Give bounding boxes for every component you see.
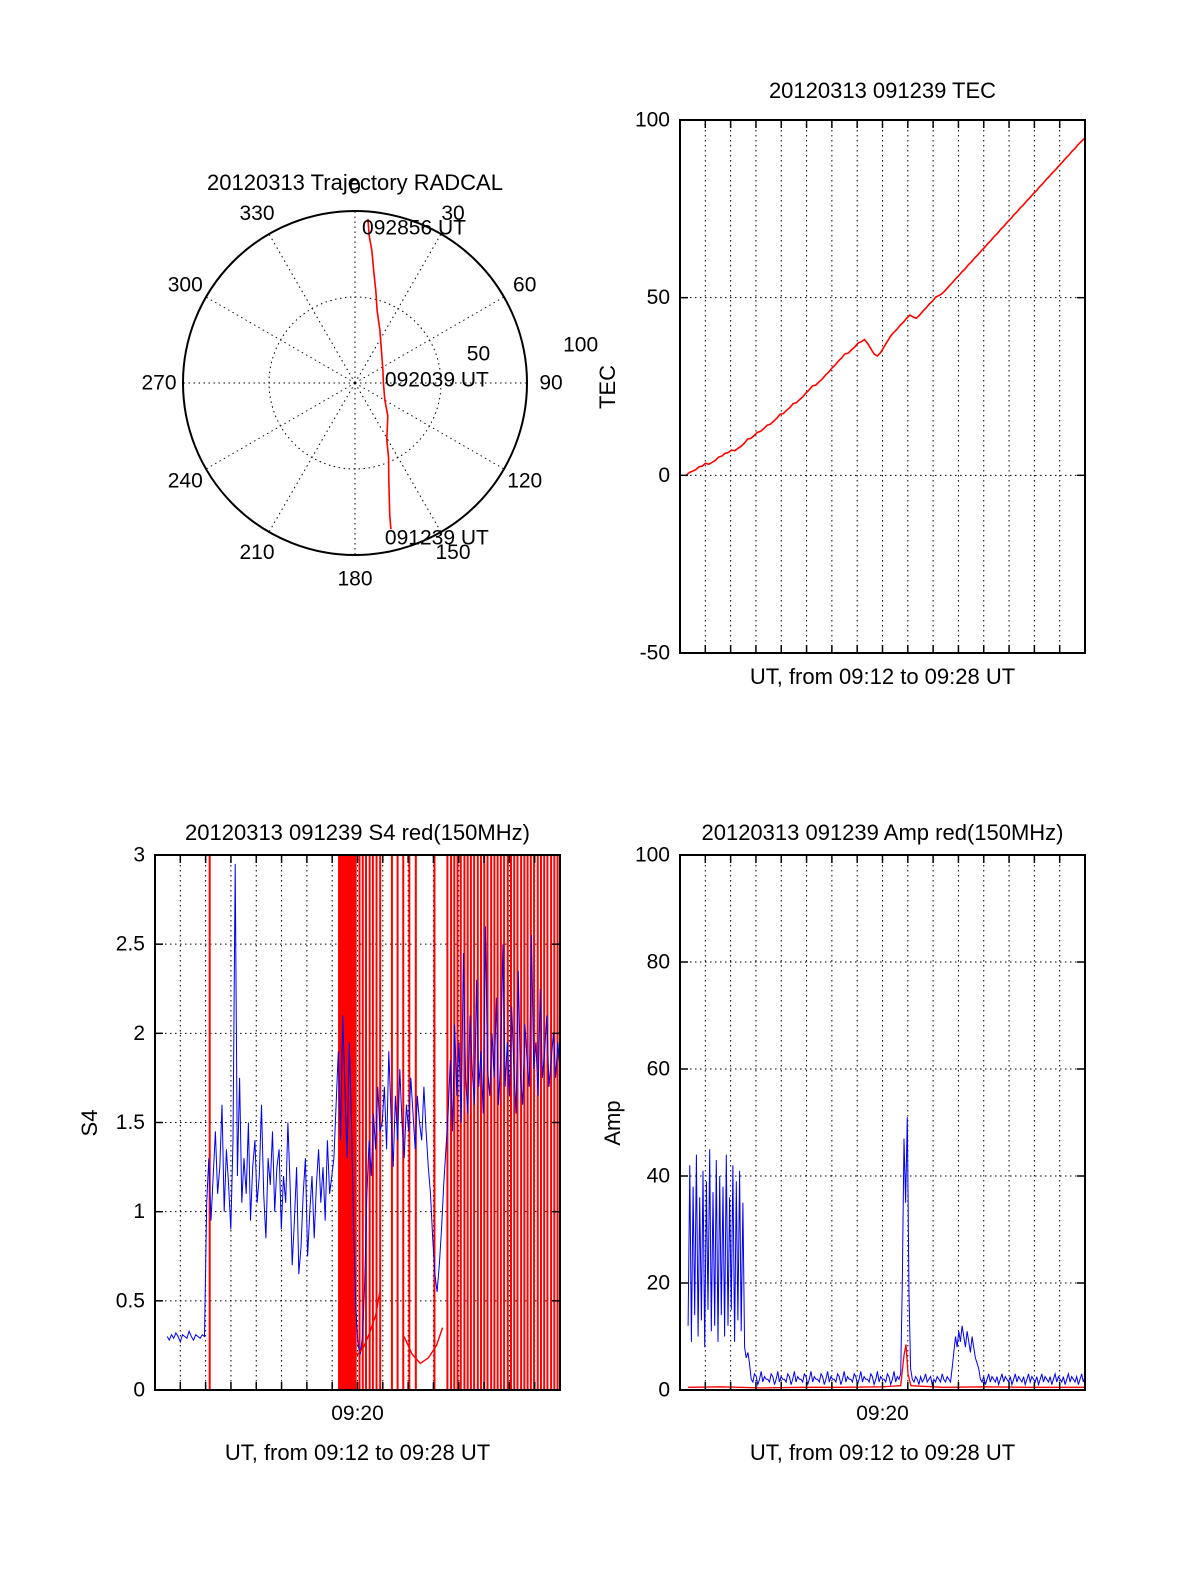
azimuth-tick-label: 180 (337, 568, 372, 591)
amp-x-axis-label: UT, from 09:12 to 09:28 UT (749, 1440, 1016, 1465)
s4-plot: 0 0.5 1 1.5 2 2.5 3 09:20 (116, 844, 561, 1425)
amp-series-amp-blue (687, 1117, 1085, 1387)
azimuth-tick-label: 300 (168, 274, 203, 297)
amp-plot: 0 20 40 60 80 100 09:20 (635, 844, 1086, 1425)
azimuth-tick-label: 150 (435, 541, 470, 564)
s4-ytick-label: 1 (133, 1200, 145, 1223)
azimuth-tick-label: 90 (539, 372, 562, 395)
amp-ytick-label: 20 (647, 1272, 670, 1295)
amp-ytick-label: 40 (647, 1165, 670, 1188)
trajectory-plot-area: 0 30 60 90 120 150 180 210 240 270 300 330 50 100 0928… (141, 176, 598, 591)
time-annotation: 092856 UT (362, 217, 466, 240)
tec-ytick-label: -50 (640, 642, 670, 665)
tec-x-axis-label: UT, from 09:12 to 09:28 UT (749, 664, 1016, 689)
polar-spoke (205, 382, 356, 470)
azimuth-tick-label: 120 (507, 470, 542, 493)
tec-ytick-label: 100 (635, 109, 670, 132)
s4-series-s4-blue (166, 863, 560, 1355)
amp-ytick-label: 80 (647, 951, 670, 974)
radial-tick-label: 50 (467, 342, 490, 365)
s4-x-axis-label: UT, from 09:12 to 09:28 UT (224, 1440, 491, 1465)
amp-xtick-label: 09:20 (856, 1402, 909, 1425)
amp-ytick-label: 100 (635, 844, 670, 867)
s4-ytick-label: 1.5 (116, 1111, 145, 1134)
azimuth-tick-label: 240 (168, 470, 203, 493)
azimuth-tick-label: 60 (513, 274, 536, 297)
azimuth-tick-label: 0 (349, 176, 361, 199)
s4-plot-area: 0 0.5 1 1.5 2 2.5 3 09:20 (116, 844, 561, 1425)
polar-spoke (268, 233, 356, 384)
azimuth-tick-label: 210 (239, 541, 274, 564)
polar-spoke (354, 296, 505, 384)
polar-spoke (268, 382, 356, 533)
s4-ytick-label: 0 (133, 1379, 145, 1402)
s4-series-s4-red-seg2 (403, 1327, 444, 1365)
tec-title: 20120313 091239 TEC (768, 78, 997, 103)
amp-plot-area: 0 20 40 60 80 100 09:20 (635, 844, 1086, 1425)
s4-series-s4-red-seg1 (338, 1291, 381, 1356)
tec-series-tec-red (685, 137, 1085, 476)
tec-plot-area: -50 0 50 100 (635, 109, 1086, 665)
s4-ytick-label: 2 (133, 1022, 145, 1045)
azimuth-tick-label: 270 (141, 372, 176, 395)
s4-xtick-label: 09:20 (331, 1402, 384, 1425)
s4-ytick-label: 3 (133, 844, 145, 867)
polar-spoke (205, 296, 356, 384)
amp-title: 20120313 091239 Amp red(150MHz) (701, 820, 1064, 845)
polar-spoke (354, 233, 442, 384)
tec-plot: -50 0 50 100 (635, 109, 1086, 665)
time-annotation: 092039 UT (385, 369, 489, 392)
s4-ytick-label: 2.5 (116, 933, 145, 956)
time-annotation: 091239 UT (385, 526, 489, 549)
trajectory-polar-plot: 0 30 60 90 120 150 180 210 240 270 300 330 50 100 0928… (141, 176, 598, 591)
trajectory-title: 20120313 Trajectory RADCAL (207, 170, 503, 195)
s4-title: 20120313 091239 S4 red(150MHz) (185, 820, 530, 845)
s4-ytick-label: 0.5 (116, 1289, 145, 1312)
polar-ring (268, 296, 442, 470)
tec-ytick-label: 0 (658, 464, 670, 487)
azimuth-tick-label: 330 (239, 202, 274, 225)
amp-ytick-label: 60 (647, 1058, 670, 1081)
amp-ytick-label: 0 (658, 1379, 670, 1402)
radial-tick-label: 100 (563, 334, 598, 357)
polar-spoke (354, 382, 442, 533)
tec-ytick-label: 50 (647, 286, 670, 309)
azimuth-tick-label: 30 (441, 202, 464, 225)
trajectory-line (367, 218, 392, 530)
polar-outer-circle (182, 210, 528, 556)
amp-series-amp-red (688, 1344, 1085, 1389)
